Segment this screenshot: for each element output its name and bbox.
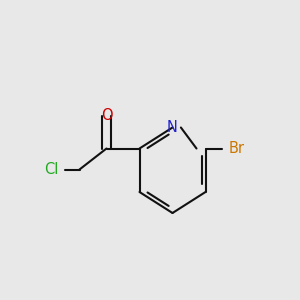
Text: Cl: Cl bbox=[44, 162, 58, 177]
Text: O: O bbox=[101, 108, 112, 123]
Text: Br: Br bbox=[229, 141, 245, 156]
Text: N: N bbox=[167, 120, 178, 135]
